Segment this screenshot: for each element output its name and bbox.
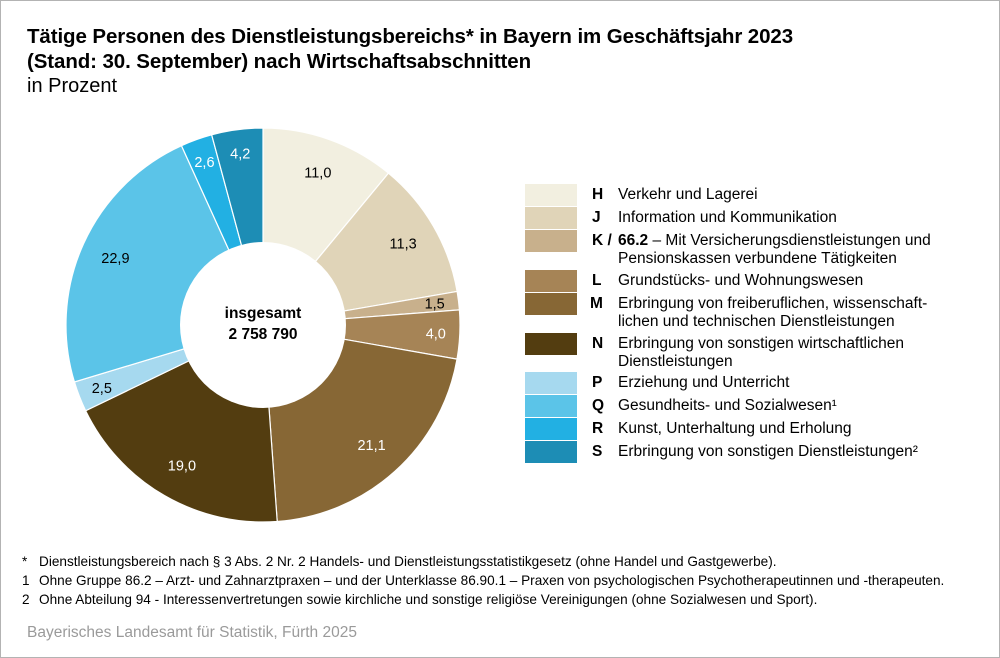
legend-swatch <box>525 184 577 206</box>
footnote-2: 2 Ohne Abteilung 94 - Interessenvertretun… <box>22 590 944 609</box>
slice-value-label: 4,0 <box>426 326 446 342</box>
legend-label: Erbringung von sonstigen Dienstleistunge… <box>618 443 918 460</box>
legend-label: Erbringung von freiberuflichen, wissensc… <box>618 295 928 330</box>
legend-code: M <box>590 295 603 312</box>
footnotes: * Dienstleistungsbereich nach § 3 Abs. 2 … <box>22 552 944 609</box>
legend-label: Gesundheits- und Sozialwesen¹ <box>618 397 837 414</box>
footnote-text: Dienstleistungsbereich nach § 3 Abs. 2 N… <box>39 554 777 569</box>
footnote-mark: 1 <box>22 573 30 588</box>
chart-title: Tätige Personen des Dienstleistungsberei… <box>27 24 793 74</box>
legend-swatch <box>525 293 577 315</box>
legend-code: R <box>592 420 604 437</box>
legend-swatch <box>525 333 577 355</box>
legend-swatch <box>525 372 577 394</box>
donut-value-labels: 11,0 11,3 1,5 4,0 21,1 19,0 2,5 22,9 2,6 4,2 <box>92 147 446 475</box>
slice-value-label: 2,5 <box>92 381 112 397</box>
footnote-mark: * <box>22 554 28 569</box>
slice-value-label: 11,3 <box>390 237 417 253</box>
chart-subtitle: in Prozent <box>27 75 118 97</box>
legend-label: Erbringung von sonstigen wirtschaftliche… <box>618 335 905 370</box>
legend-swatch <box>525 230 577 252</box>
legend-swatch <box>525 418 577 440</box>
legend-swatch <box>525 270 577 292</box>
slice-value-label: 22,9 <box>101 251 129 267</box>
slice-value-label: 1,5 <box>425 297 445 313</box>
slice-value-label: 21,1 <box>357 438 385 454</box>
legend-code: J <box>592 209 601 226</box>
legend-swatch <box>525 441 577 463</box>
legend-code: Q <box>592 397 605 414</box>
legend-swatch <box>525 395 577 417</box>
footnote-text: Ohne Gruppe 86.2 – Arzt- und Zahnarztpra… <box>39 573 945 588</box>
center-label-title: insgesamt <box>225 305 302 322</box>
legend-code: H <box>592 186 604 203</box>
footnote-1: 1 Ohne Gruppe 86.2 – Arzt- und Zahnarztpr… <box>22 571 944 590</box>
center-label-total: 2 758 790 <box>229 326 298 343</box>
legend-label: Verkehr und Lagerei <box>618 186 758 203</box>
legend-code: P <box>592 374 603 391</box>
footnote-mark: 2 <box>22 592 30 607</box>
footnote-text: Ohne Abteilung 94 - Interessenvertretung… <box>39 592 818 607</box>
source-credit: Bayerisches Landesamt für Statistik, Für… <box>27 624 357 641</box>
slice-value-label: 2,6 <box>194 155 214 171</box>
title-line-2: (Stand: 30. September) nach Wirtschaftsa… <box>27 50 531 73</box>
legend-code: S <box>592 443 603 460</box>
legend-label: Information und Kommunikation <box>618 209 837 226</box>
slice-value-label: 11,0 <box>304 166 331 182</box>
donut-hole <box>180 242 346 408</box>
slice-value-label: 19,0 <box>168 458 196 474</box>
footnote-asterisk: * Dienstleistungsbereich nach § 3 Abs. 2 … <box>22 552 944 571</box>
legend-swatch <box>525 207 577 229</box>
slice-value-label: 4,2 <box>230 147 250 163</box>
legend-label: Erziehung und Unterricht <box>618 374 790 391</box>
legend-label: Kunst, Unterhaltung und Erholung <box>618 420 852 437</box>
legend-code: N <box>592 335 604 352</box>
legend-code: L <box>592 272 602 289</box>
title-line-1: Tätige Personen des Dienstleistungsberei… <box>27 25 793 48</box>
legend-label: Grundstücks- und Wohnungswesen <box>618 272 864 289</box>
legend-code: K / <box>592 232 612 249</box>
legend-label: 66.2 – Mit Versicherungsdienstleistungen… <box>618 232 931 267</box>
